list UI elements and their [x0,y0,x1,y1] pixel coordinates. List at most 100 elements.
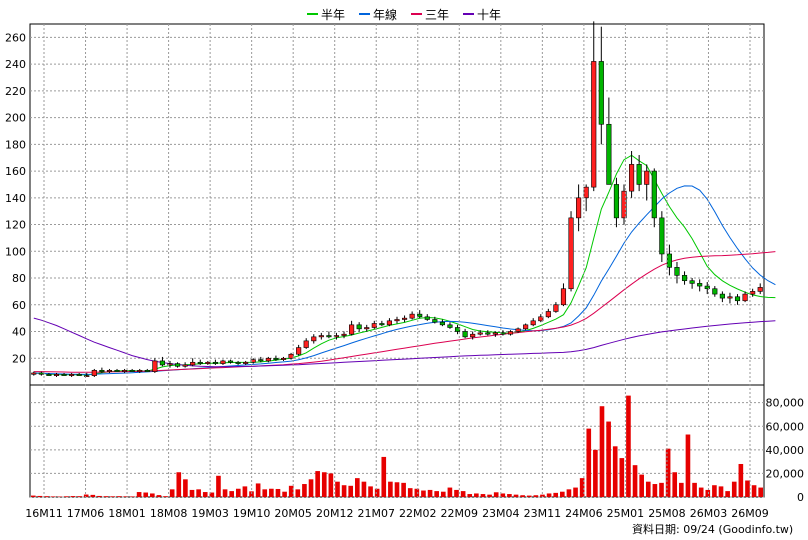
candle-body [689,280,695,284]
candle-body [485,332,491,335]
candle-body [364,327,370,330]
volume-bar [665,448,671,497]
candle-body [401,317,408,320]
volume-bar [414,488,420,497]
candle-body [439,321,445,326]
candle-body [515,328,521,332]
candle-body [220,360,226,364]
volume-bar [566,489,572,497]
volume-bar [738,463,744,497]
volume-bar [586,428,592,497]
x-tick-label: 23M11 [524,507,562,520]
candle [538,314,544,323]
candle [205,360,211,365]
volume-bar [116,496,122,497]
volume-tick-label: 60,000 [766,420,805,433]
candle-body [167,363,173,366]
candle [454,324,461,335]
candle [568,211,574,292]
candle [470,331,476,340]
volume-bar [90,494,96,497]
candle [515,327,521,333]
volume-bar [606,421,611,497]
price-tick-label: 20 [12,352,26,365]
candle [174,362,181,368]
candle-body [144,369,150,372]
volume-bar [593,449,598,497]
x-tick-label: 22M02 [399,507,437,520]
candle-body [681,275,688,282]
candle [91,368,97,377]
candle-body [333,335,340,338]
price-panel: 20 40 60 80 100 120 140 160 180 200 220 240 260 [5,21,776,386]
x-tick-label: 25M08 [648,507,686,520]
legend-label: 十年 [477,7,502,22]
volume-bar [288,485,294,497]
candle-body [273,357,279,360]
candle [159,356,165,367]
volume-bar [626,395,631,497]
volume-bar [30,495,36,497]
candle [333,332,340,340]
volume-bar [249,491,254,497]
volume-bar [321,472,327,497]
candle-body [704,285,710,290]
volume-bar [672,472,678,497]
volume-bar [632,465,638,497]
candle-body [697,283,703,287]
candle-body [250,359,256,363]
volume-bar [355,478,360,497]
candle [507,330,514,336]
volume-bar [169,489,175,497]
volume-bar [685,434,691,497]
volume-bar [302,484,307,497]
volume-bar [460,491,466,497]
candle [31,371,37,376]
x-tick-label: 23M04 [482,507,520,520]
volume-bar [421,490,426,497]
candle-body [644,170,650,185]
volume-bar [262,489,268,497]
volume-tick-label: 20,000 [766,467,805,480]
candle-body [182,364,188,367]
candle [212,359,218,365]
candle [560,283,567,307]
candle [394,316,400,324]
candle [182,362,188,368]
candle [235,360,241,365]
volume-bar [401,482,406,497]
candle-body [409,313,415,319]
candle-body [719,293,725,299]
candle-body [727,296,733,299]
candle [659,211,665,262]
volume-bar [388,481,393,497]
candle-body [568,217,574,290]
volume-bar [513,494,519,497]
volume-bar [255,483,261,497]
volume-bar [540,494,545,497]
volume-bar [44,496,49,497]
volume-bar [189,489,195,497]
candle-body [750,291,756,295]
candle [417,310,423,319]
candle [341,331,347,339]
candle-body [99,369,105,372]
candle [167,360,173,368]
volume-bar [295,489,301,497]
volume-bar [619,458,625,497]
legend-label: 半年 [320,7,345,22]
candle-body [114,369,120,372]
candle [636,155,642,192]
volume-bar [659,482,664,497]
candle-body [129,369,135,372]
volume-bar [467,494,473,497]
candle-body [712,288,718,295]
volume-bar [645,481,651,497]
volume-bar [235,488,241,497]
volume-bar [70,496,76,497]
candle-body [492,332,498,335]
candle-body [46,374,52,376]
volume-bar [335,481,340,497]
candle [311,334,317,344]
